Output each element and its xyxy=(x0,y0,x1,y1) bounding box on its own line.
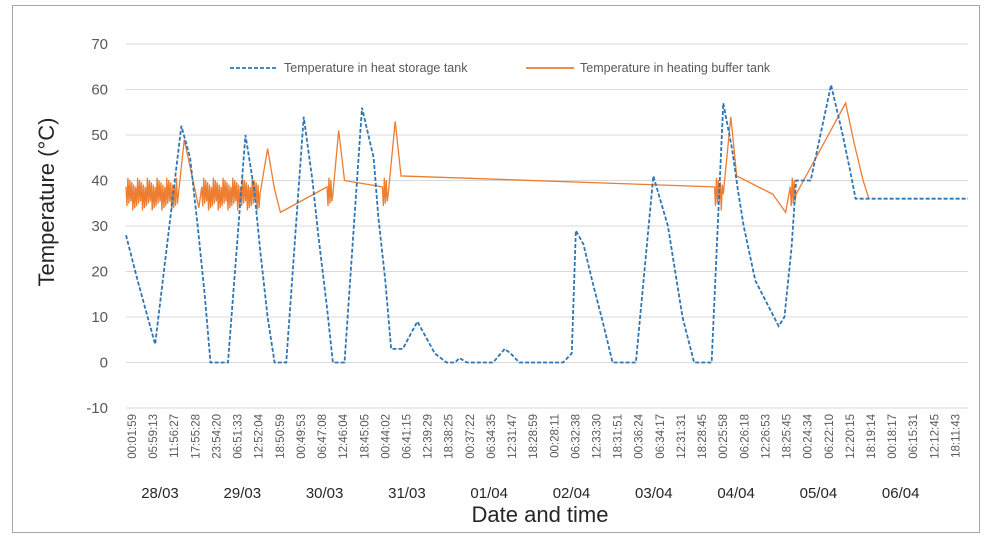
date-label: 01/04 xyxy=(470,485,508,502)
gridlines xyxy=(126,43,968,409)
x-tick-label: 18:50:59 xyxy=(275,414,287,459)
series-lines xyxy=(125,84,968,364)
x-tick-label: 18:19:14 xyxy=(866,413,878,458)
y-tick-label: 40 xyxy=(91,173,108,190)
date-label: 02/04 xyxy=(553,485,591,502)
x-tick-label: 18:28:59 xyxy=(528,414,540,459)
x-tick-label: 00:18:17 xyxy=(887,414,899,459)
x-tick-label: 06:22:10 xyxy=(824,414,836,459)
date-label: 29/03 xyxy=(224,485,262,502)
x-tick-label: 06:41:15 xyxy=(401,414,413,459)
x-tick-label: 18:25:45 xyxy=(782,414,794,459)
x-tick-label: 06:32:38 xyxy=(570,414,582,459)
x-tick-label: 12:46:04 xyxy=(338,413,350,458)
chart-frame xyxy=(12,5,980,533)
legend-label-storage: Temperature in heat storage tank xyxy=(284,61,468,75)
x-tick-label: 00:01:59 xyxy=(127,414,139,459)
x-tick-label: 17:55:28 xyxy=(190,414,202,459)
x-tick-label: 00:36:24 xyxy=(634,413,646,458)
x-tick-label: 06:51:33 xyxy=(233,414,245,459)
y-tick-label: -10 xyxy=(86,400,108,417)
x-tick-label: 18:45:05 xyxy=(359,414,371,459)
x-tick-label: 00:25:58 xyxy=(718,414,730,459)
series-line-buffer-tank xyxy=(125,101,870,214)
series-line-storage-tank xyxy=(125,84,968,364)
y-tick-label: 20 xyxy=(91,264,108,281)
date-label: 30/03 xyxy=(306,485,344,502)
x-tick-label: 12:20:15 xyxy=(845,414,857,459)
x-tick-label: 12:26:53 xyxy=(760,414,772,459)
x-tick-label: 12:31:31 xyxy=(676,414,688,459)
y-axis-title: Temperature (°C) xyxy=(34,118,59,287)
y-tick-label: 10 xyxy=(91,309,108,326)
y-tick-label: 30 xyxy=(91,218,108,235)
x-tick-label: 06:34:17 xyxy=(655,414,667,459)
x-tick-label: 12:31:47 xyxy=(507,414,519,459)
x-tick-label: 18:28:45 xyxy=(697,414,709,459)
x-tick-label: 12:12:45 xyxy=(929,414,941,459)
legend-label-buffer: Temperature in heating buffer tank xyxy=(580,61,771,75)
x-tick-label: 12:39:29 xyxy=(423,414,435,459)
x-tick-label: 18:11:43 xyxy=(950,414,962,458)
date-label: 05/04 xyxy=(800,485,838,502)
x-tick-label: 05:59:13 xyxy=(148,414,160,459)
x-tick-label: 00:24:34 xyxy=(803,413,815,458)
x-tick-label: 12:52:04 xyxy=(254,413,266,458)
y-tick-label: 0 xyxy=(100,355,108,372)
x-tick-label: 00:37:22 xyxy=(465,414,477,459)
x-tick-label: 06:15:31 xyxy=(908,414,920,459)
y-tick-labels: -10 0 10 20 30 40 50 60 70 xyxy=(86,36,108,417)
x-tick-label: 06:47:08 xyxy=(317,414,329,459)
x-tick-label: 00:28:11 xyxy=(549,414,561,458)
x-tick-label: 00:44:02 xyxy=(380,414,392,459)
x-tick-label: 18:31:51 xyxy=(613,414,625,459)
date-label: 06/04 xyxy=(882,485,920,502)
y-tick-label: 70 xyxy=(91,36,108,53)
y-tick-label: 50 xyxy=(91,127,108,144)
x-tick-label: 18:38:25 xyxy=(444,414,456,459)
date-label: 03/04 xyxy=(635,485,673,502)
x-tick-label: 11:56:27 xyxy=(169,414,181,458)
x-axis-title: Date and time xyxy=(472,502,609,527)
legend: Temperature in heat storage tank Tempera… xyxy=(230,61,771,75)
x-tick-label: 23:54:20 xyxy=(211,414,223,459)
date-label: 31/03 xyxy=(388,485,426,502)
y-tick-label: 60 xyxy=(91,82,108,99)
x-tick-label: 06:26:18 xyxy=(739,414,751,459)
date-labels: 28/03 29/03 30/03 31/03 01/04 02/04 03/04 04/04… xyxy=(141,485,919,502)
x-tick-label: 06:34:35 xyxy=(486,414,498,459)
x-tick-label: 00:49:53 xyxy=(296,414,308,459)
x-tick-labels: 00:01:59 05:59:13 11:56:27 17:55:28 23:54:20… xyxy=(127,413,962,458)
date-label: 28/03 xyxy=(141,485,179,502)
x-tick-label: 12:33:30 xyxy=(592,414,604,459)
date-label: 04/04 xyxy=(717,485,755,502)
